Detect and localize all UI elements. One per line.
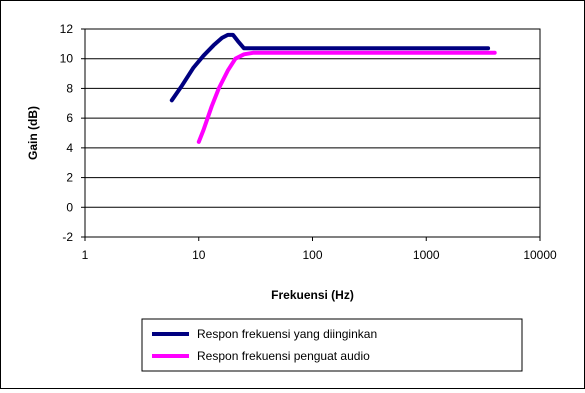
legend-box	[141, 318, 523, 372]
y-tick-label: 8	[66, 81, 73, 95]
grid-lines	[85, 28, 540, 238]
x-tick-label: 10000	[523, 248, 557, 262]
y-tick-label: 10	[60, 52, 74, 66]
x-tick-label: 100	[302, 248, 322, 262]
y-axis-title: Gain (dB)	[26, 106, 40, 160]
legend-label-amplifier: Respon frekuensi penguat audio	[197, 349, 370, 363]
x-tick-label: 1	[82, 248, 89, 262]
y-tick-label: 0	[66, 200, 73, 214]
series-group	[169, 32, 497, 144]
legend: Respon frekuensi yang diinginkan Respon …	[141, 318, 523, 372]
x-axis: 1 10 100 1000 10000	[82, 237, 557, 262]
legend-label-desired: Respon frekuensi yang diinginkan	[197, 327, 377, 341]
y-tick-label: 6	[66, 111, 73, 125]
plot-area	[84, 28, 541, 238]
y-tick-label: -2	[62, 230, 73, 244]
x-axis-title: Frekuensi (Hz)	[271, 288, 354, 302]
y-tick-label: 12	[60, 22, 74, 36]
y-tick-label: 4	[66, 141, 73, 155]
series-line-0	[169, 32, 491, 103]
y-tick-label: 2	[66, 171, 73, 185]
y-axis: 12 10 8 6 4 2 0 -2	[60, 22, 85, 244]
x-tick-label: 1000	[413, 248, 440, 262]
x-tick-label: 10	[192, 248, 206, 262]
series-line-1	[196, 50, 497, 144]
